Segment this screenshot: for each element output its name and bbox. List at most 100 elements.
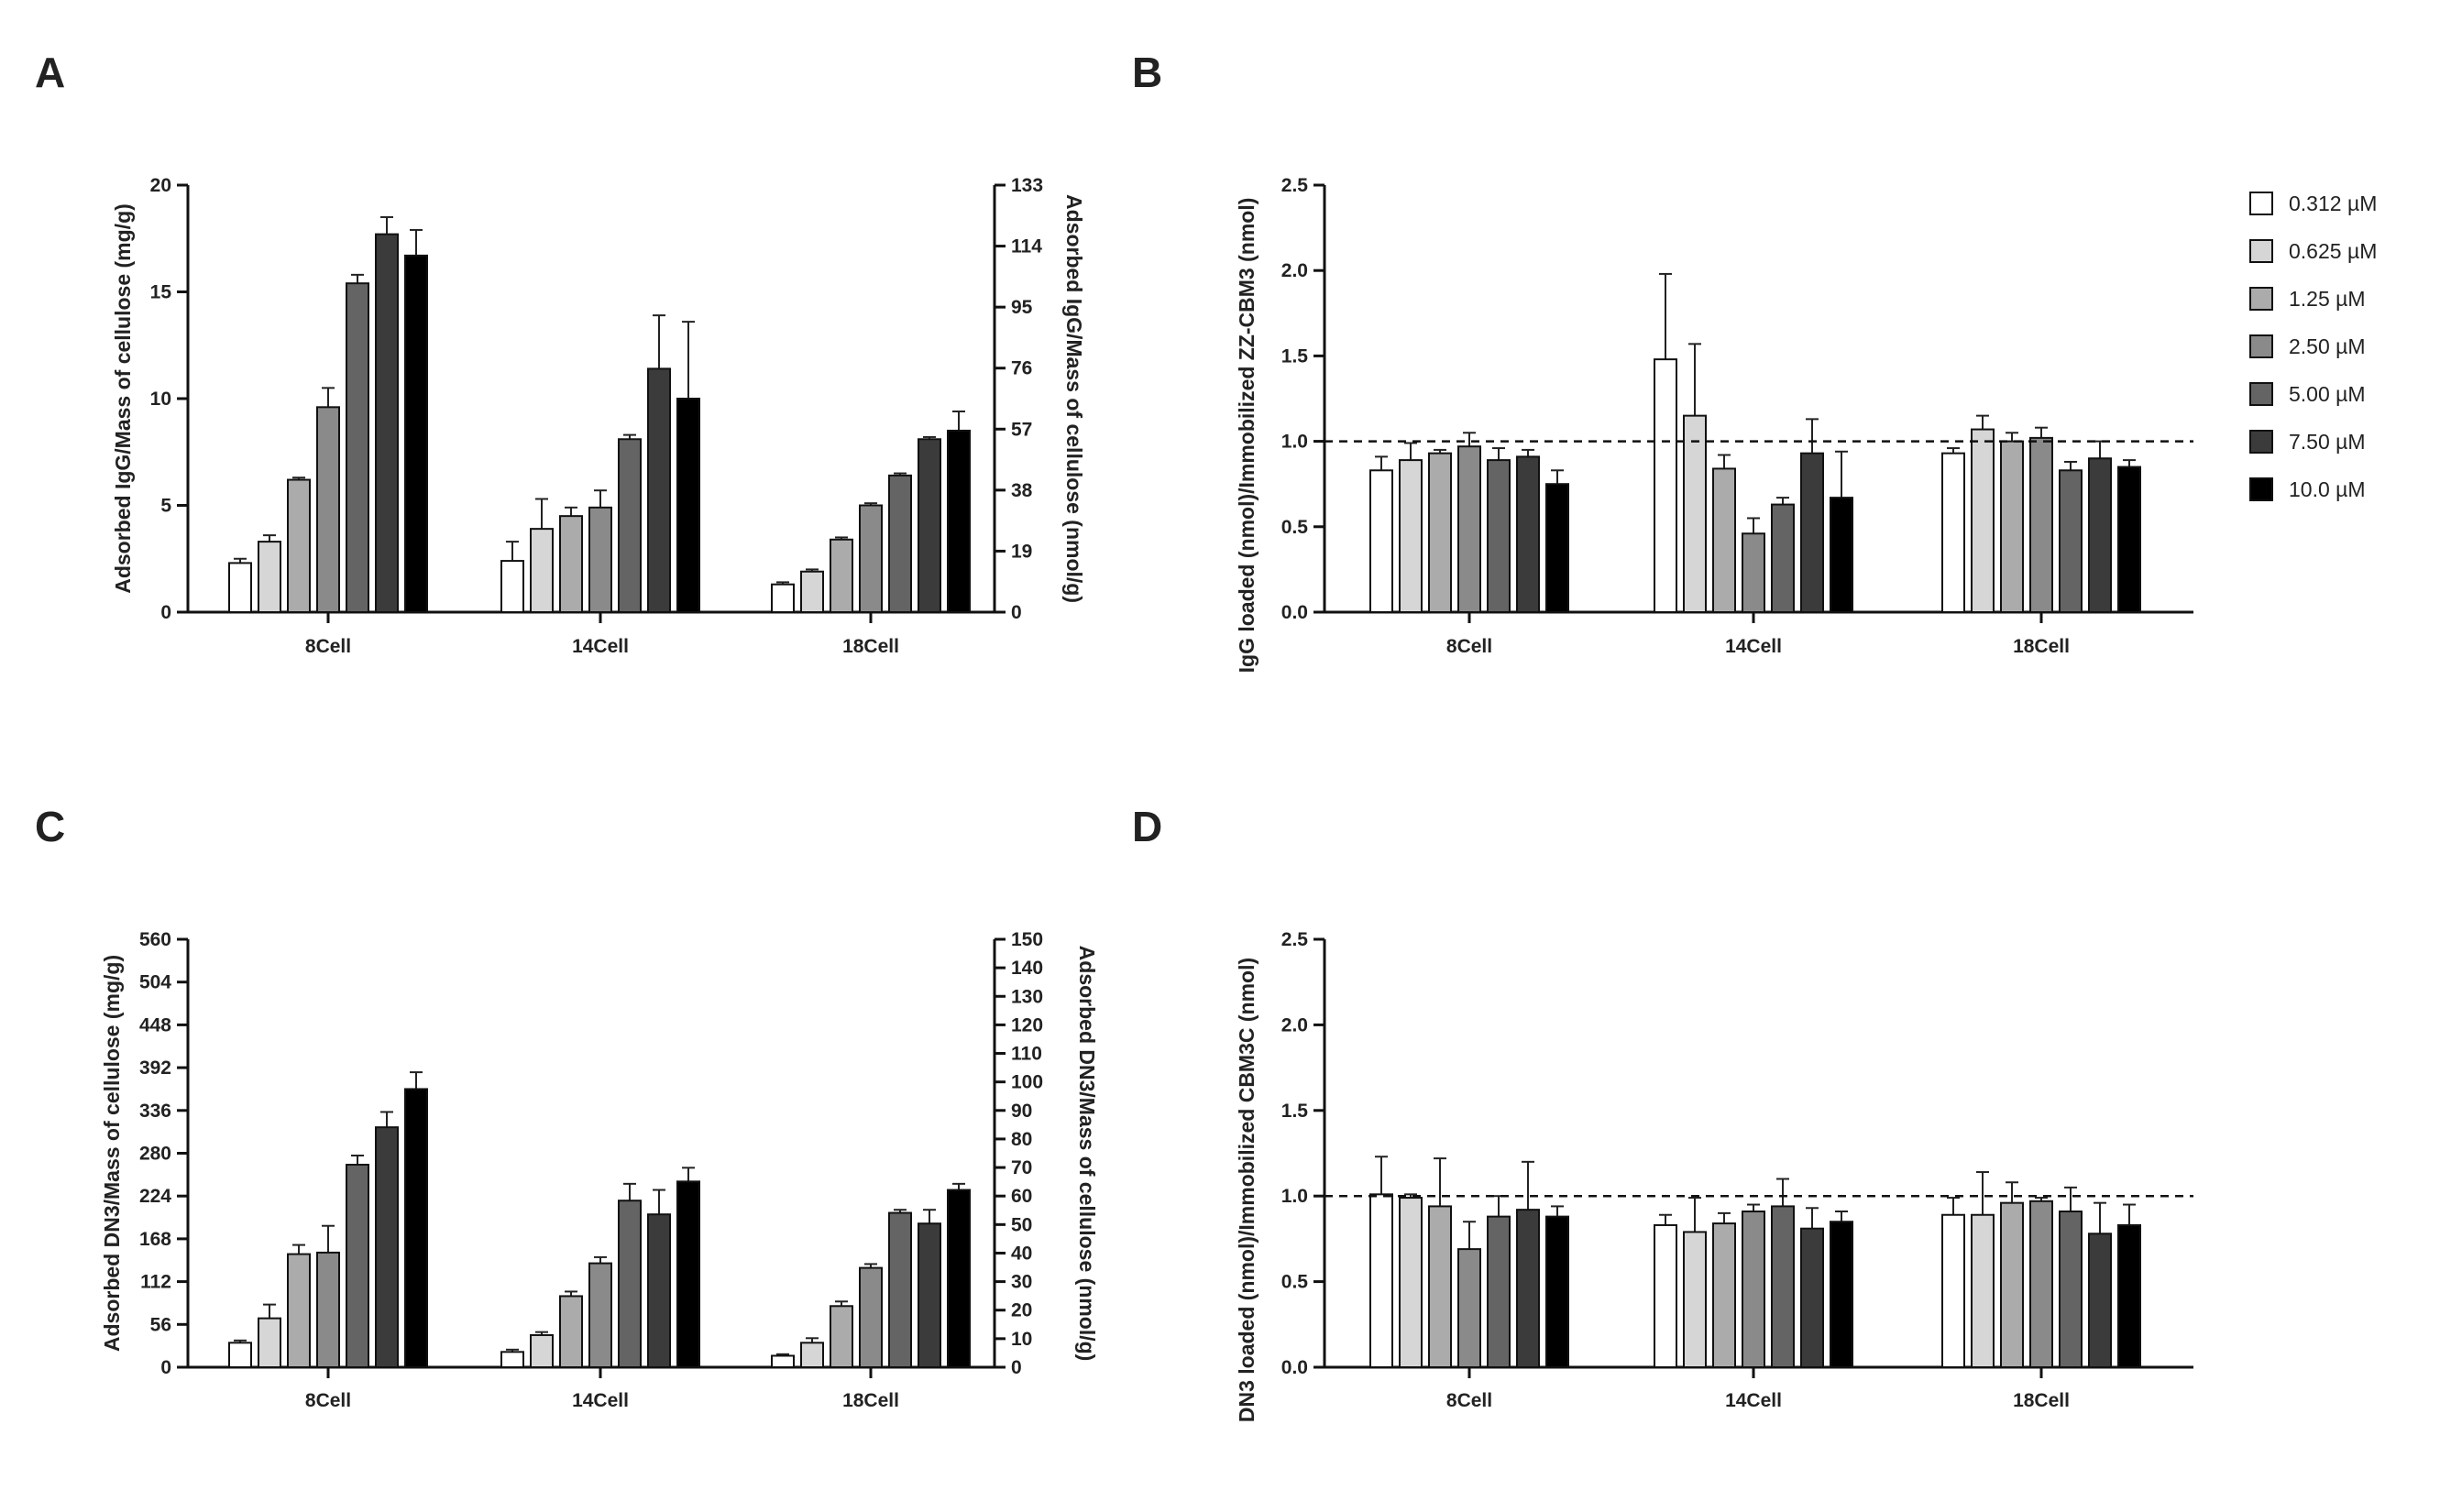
bar — [258, 1317, 281, 1368]
bar — [346, 1164, 369, 1368]
category-label: 18Cell — [2013, 636, 2070, 657]
category-label: 8Cell — [1446, 636, 1492, 657]
bar — [647, 367, 671, 613]
bar — [947, 1189, 971, 1368]
y2-tick-label: 130 — [1011, 986, 1043, 1007]
bar — [1771, 1205, 1795, 1368]
legend-entry: 0.312 µM — [2289, 192, 2377, 215]
y-tick-label: 1.5 — [1281, 345, 1309, 367]
y2-tick-label: 0 — [1011, 1357, 1022, 1378]
y2-tick-label: 140 — [1011, 958, 1043, 979]
y2-tick-label: 80 — [1011, 1129, 1032, 1150]
y-tick-label: 112 — [140, 1272, 171, 1293]
bar — [375, 233, 399, 613]
bar — [1971, 428, 1995, 613]
bar — [588, 506, 612, 614]
legend-entry: 7.50 µM — [2289, 430, 2366, 454]
y-tick-label: 2.0 — [1281, 260, 1308, 281]
panel-letter: B — [1132, 49, 1162, 96]
bar — [1712, 1222, 1736, 1369]
bar — [2088, 1233, 2112, 1369]
bar — [1369, 469, 1393, 614]
bar — [676, 1180, 700, 1368]
y2-axis-label: Adsorbed IgG/Mass of cellulose (nmol/g) — [1062, 194, 1086, 603]
legend-entry: 2.50 µM — [2289, 334, 2366, 358]
bar — [228, 1342, 252, 1369]
legend-entry: 0.625 µM — [2289, 239, 2377, 263]
y-tick-label: 1.0 — [1281, 432, 1308, 453]
y2-tick-label: 100 — [1011, 1072, 1043, 1093]
y-tick-label: 1.5 — [1281, 1101, 1309, 1122]
y-tick-label: 56 — [150, 1314, 171, 1335]
bar — [2029, 1200, 2053, 1368]
bar — [2117, 1223, 2141, 1369]
y-tick-label: 504 — [139, 972, 171, 993]
bar — [1428, 452, 1452, 614]
bar — [1830, 1221, 1853, 1368]
bar — [500, 560, 524, 614]
y2-tick-label: 38 — [1011, 480, 1033, 501]
bar — [559, 1295, 583, 1369]
y-tick-label: 280 — [139, 1144, 171, 1165]
y-tick-label: 0 — [160, 1357, 171, 1378]
panel-d: D 0.0 0.5 1.0 1.5 2.0 2.5 DN3 loaded (nmol)/Imm… — [1132, 803, 2193, 1422]
y-tick-label: 10 — [150, 389, 171, 410]
bar — [287, 478, 311, 613]
legend-swatch — [2249, 239, 2273, 263]
bar — [1830, 497, 1853, 613]
y-tick-label: 1.0 — [1281, 1186, 1308, 1207]
category-label: 18Cell — [842, 1390, 899, 1411]
y-tick-label: 0 — [160, 602, 171, 623]
y2-tick-label: 95 — [1011, 297, 1033, 318]
bar — [830, 1305, 853, 1369]
bar — [1683, 414, 1707, 614]
y-tick-label: 0.5 — [1281, 517, 1309, 538]
y2-tick-label: 57 — [1011, 419, 1032, 440]
panel-letter: A — [35, 49, 65, 96]
y-tick-label: 560 — [139, 929, 171, 950]
category-label: 14Cell — [572, 636, 629, 657]
bar — [1369, 1193, 1393, 1369]
y2-tick-label: 0 — [1011, 602, 1022, 623]
bar — [859, 1266, 883, 1368]
bar — [1399, 459, 1423, 613]
bar — [530, 528, 554, 614]
bar — [287, 1253, 311, 1369]
bar — [618, 1200, 642, 1369]
bar — [500, 1351, 524, 1368]
y2-axis-label: Adsorbed DN3/Mass of cellulose (nmol/g) — [1075, 946, 1099, 1362]
bar — [1742, 1211, 1765, 1368]
y-tick-label: 0.0 — [1281, 602, 1308, 623]
bar — [316, 1251, 340, 1369]
bar — [2000, 1201, 2024, 1368]
y-tick-label: 224 — [139, 1186, 171, 1207]
y2-tick-label: 90 — [1011, 1101, 1032, 1122]
y-tick-label: 20 — [150, 175, 171, 196]
legend-swatch — [2249, 192, 2273, 215]
y2-tick-label: 76 — [1011, 358, 1032, 379]
bar — [1771, 503, 1795, 613]
bar — [530, 1333, 554, 1368]
category-label: 8Cell — [305, 636, 351, 657]
y-axis-label: Adsorbed DN3/Mass of cellulose (mg/g) — [100, 955, 124, 1352]
bar — [888, 474, 912, 613]
bar — [1487, 459, 1511, 613]
bar — [830, 538, 853, 614]
y-tick-label: 0.5 — [1281, 1272, 1309, 1293]
category-label: 14Cell — [1725, 1390, 1782, 1411]
y-tick-label: 5 — [160, 496, 171, 517]
legend: 0.312 µM 0.625 µM 1.25 µM 2.50 µM 5.00 µM 7.5… — [2249, 192, 2377, 501]
bar — [1971, 1213, 1995, 1369]
bar — [588, 1262, 612, 1368]
bar — [1487, 1215, 1511, 1368]
bar — [404, 254, 428, 613]
bar — [2059, 1211, 2083, 1368]
bar — [888, 1211, 912, 1368]
legend-swatch — [2249, 477, 2273, 501]
bar — [1457, 1248, 1481, 1369]
y2-tick-label: 70 — [1011, 1157, 1032, 1178]
bar — [2059, 469, 2083, 614]
bar — [647, 1213, 671, 1368]
bar — [800, 570, 824, 613]
y2-tick-label: 19 — [1011, 541, 1032, 562]
